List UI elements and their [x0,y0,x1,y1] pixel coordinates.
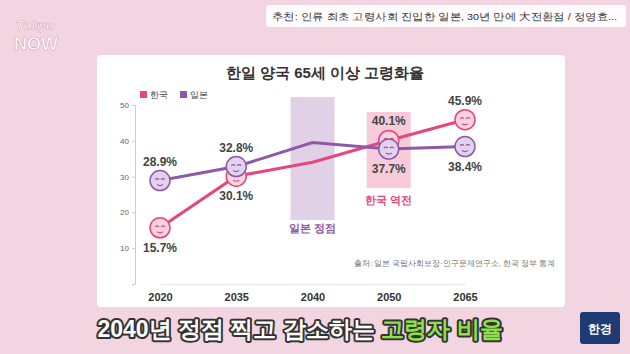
face-detail [460,145,470,146]
x-tick-label: 2065 [453,291,477,303]
y-axis-line [132,106,136,285]
y-tick-mark [132,212,135,213]
face-detail [384,147,394,148]
marker [226,157,246,177]
caption: 2040년 정점 찍고 감소하는 고령자 비율 [97,316,502,342]
y-tick-label: 30 [120,173,129,182]
y-tick: 50 [120,101,135,110]
x-axis-line [161,284,466,285]
x-axis: 2020 2035 2040 2050 2065 [148,284,477,303]
legend-swatch [180,91,187,98]
source-note: 출처: 일본 국립사회보장·인구문제연구소, 한국 정부 통계 [354,259,555,268]
y-tick: 30 [120,173,135,182]
y-tick: 10 [120,244,135,253]
logo-text: NOW [14,34,58,54]
face-detail [386,153,392,154]
y-tick-label: 40 [120,137,129,146]
face-detail [462,151,468,152]
data-label: 28.9% [143,155,177,169]
chart-card [97,55,565,307]
marker [455,137,475,157]
y-tick: 20 [120,208,135,217]
y-tick-mark [132,177,135,178]
chart-title: 한일 양국 65세 이상 고령화율 [226,64,424,81]
y-axis: 10 20 30 40 50 [120,101,135,284]
data-label: 40.1% [372,114,406,128]
y-tick-label: 10 [120,244,129,253]
face-detail [233,171,239,172]
caption-part: 고령자 비율 [381,316,502,342]
legend-label: 일본 [190,90,208,100]
x-tick: 2035 [225,284,249,303]
series-line [160,143,465,181]
x-tick: 2065 [453,284,477,303]
y-tick-mark [132,105,135,106]
y-tick-mark [132,248,135,249]
x-tick: 2050 [377,284,401,303]
y-tick-label: 50 [120,101,129,110]
x-tick-label: 2020 [148,291,172,303]
face-detail [460,118,470,119]
channel-text: 한경 [588,322,612,336]
recommendation-text: 추천: 인류 최초 고령사회 진입한 일본, 30년 만에 大전환점 / 정영효… [272,11,617,22]
data-label: 37.7% [372,162,406,176]
face-detail [155,179,165,180]
y-tick-label: 20 [120,208,129,217]
legend-label: 한국 [150,90,168,100]
annotation-text: 한국 역전 [365,194,412,206]
marker [150,171,170,191]
caption-part: 2040년 정점 찍고 감소하는 [97,316,381,342]
y-tick: 40 [120,137,135,146]
marker [455,110,475,130]
legend-swatch [140,91,147,98]
data-label: 32.8% [219,141,253,155]
series-line [160,120,465,228]
y-tick-mark [132,141,135,142]
annotation-text: 일본 정점 [289,222,336,234]
data-label: 45.9% [448,94,482,108]
marker [150,218,170,238]
x-tick-label: 2035 [225,291,249,303]
background [0,0,630,354]
face-detail [157,185,163,186]
data-label: 38.4% [448,160,482,174]
face-detail [233,180,239,181]
channel-badge [580,312,620,344]
annotations: 일본 정점 한국 역전 [289,97,412,234]
face-detail [231,165,241,166]
data-labels: 15.7% 30.1% 40.1% 45.9% 28.9% 32.8% 37.7% 38.4% [143,94,482,255]
x-tick-label: 2050 [377,291,401,303]
face-detail [157,232,163,233]
x-tick: 2040 [301,284,325,303]
face-detail [462,124,468,125]
x-tick: 2020 [148,284,172,303]
data-label: 15.7% [143,241,177,255]
data-label: 30.1% [219,189,253,203]
face-detail [155,226,165,227]
marker [379,139,399,159]
legend: 한국 일본 [140,90,208,100]
frame: TokyoNOW 추천: 인류 최초 고령사회 진입한 일본, 30년 만에 大전… [0,0,630,354]
plot-marks [150,110,475,238]
x-tick-label: 2040 [301,291,325,303]
logo-text: Tokyo [16,18,54,33]
recommendation-box [266,5,626,27]
